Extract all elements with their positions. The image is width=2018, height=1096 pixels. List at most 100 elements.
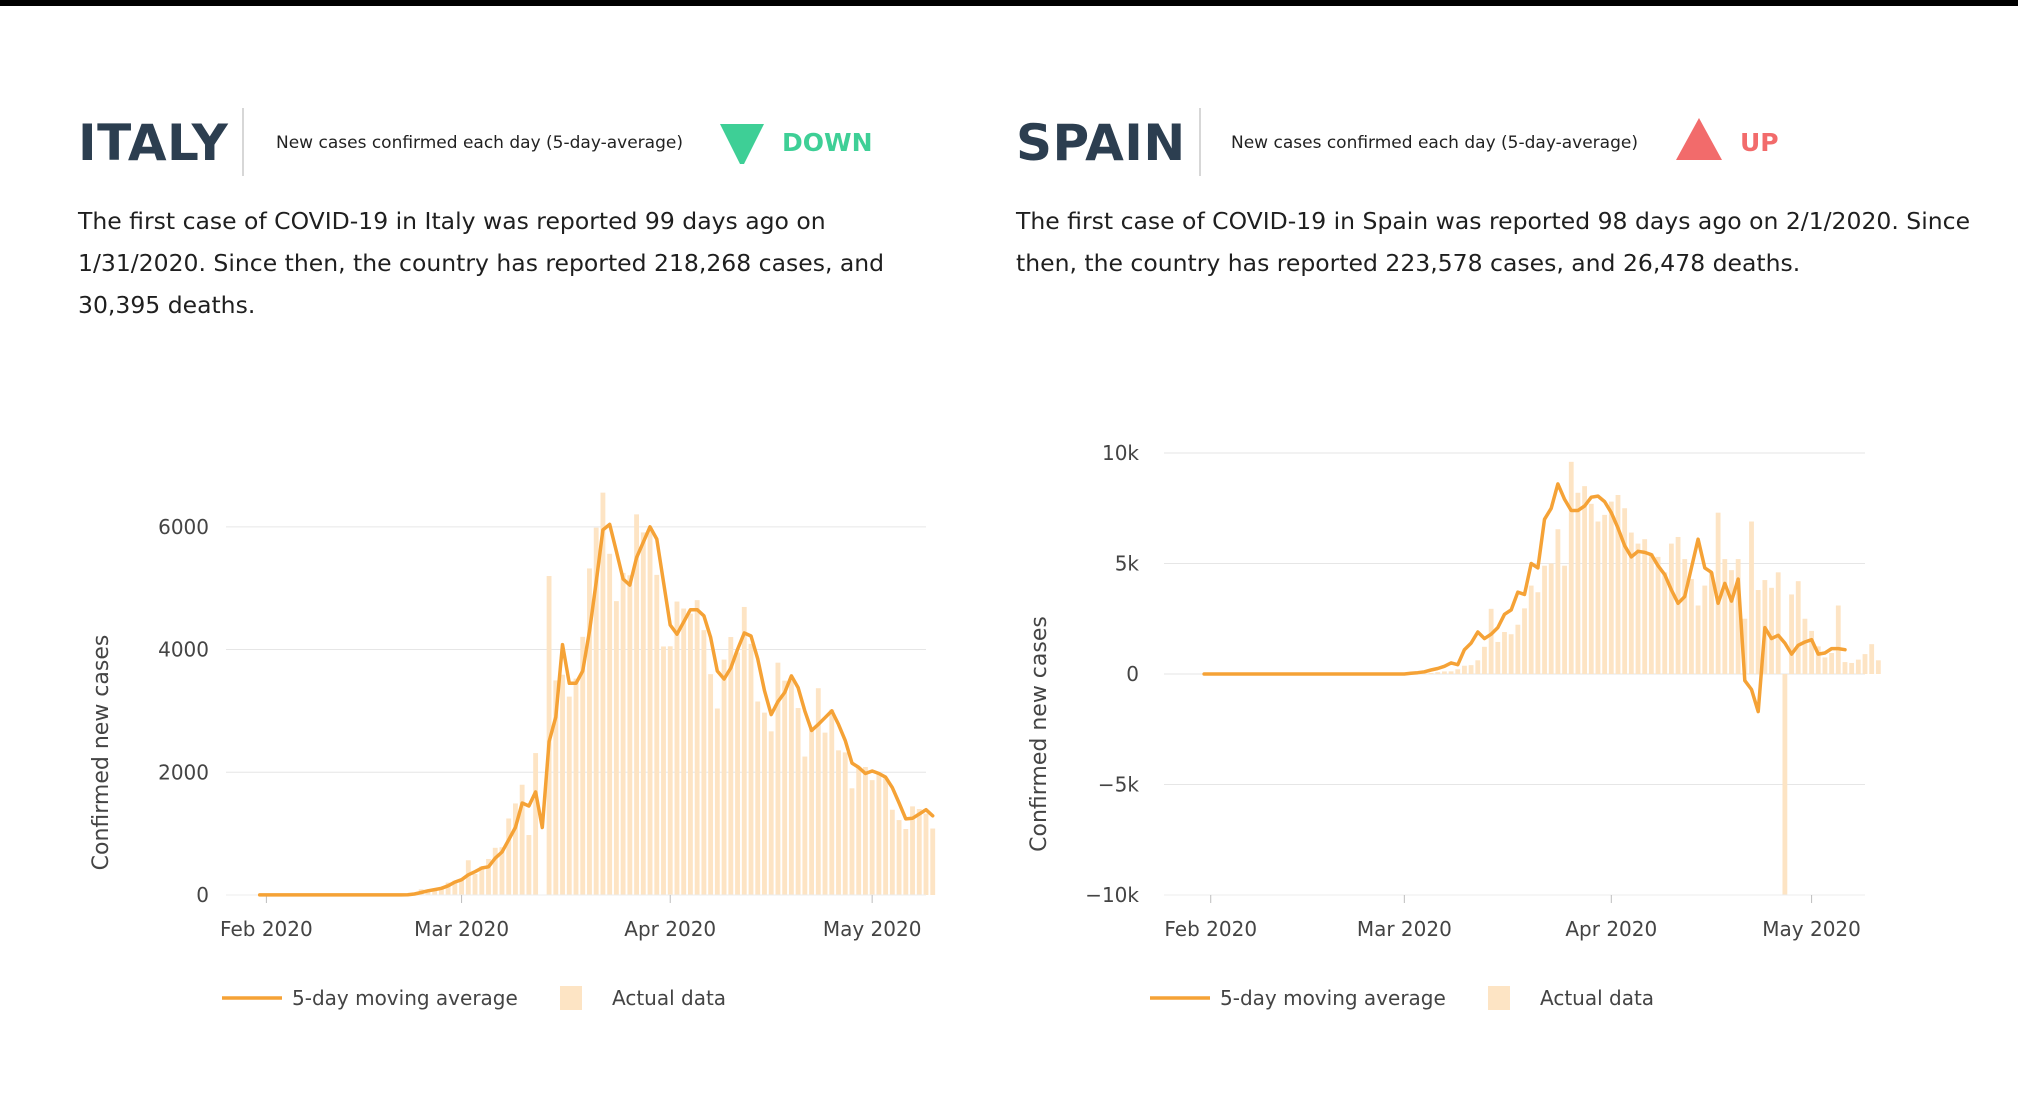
y-tick-label: 0 (196, 883, 209, 907)
bar (701, 630, 707, 895)
bar (1802, 618, 1808, 674)
chart-italy: 0 2000 4000 6000 Feb 2020 Mar 2020 Apr 2020 May… (78, 420, 958, 1020)
bar (1421, 673, 1427, 674)
bar (1642, 539, 1648, 674)
bar (1729, 570, 1734, 674)
y-axis-label: Confirmed new cases (89, 635, 114, 871)
chart-svg: −10k −5k 0 5k 10k Feb 2020 Mar 2020 Apr 2020 May… (1027, 441, 1881, 1010)
bar (674, 601, 680, 895)
bar (1448, 671, 1454, 674)
bar (1782, 674, 1788, 895)
bar (1602, 514, 1608, 674)
bar (1482, 646, 1487, 674)
x-tick-label: Apr 2020 (624, 917, 716, 941)
bar (1869, 644, 1875, 674)
bar (1488, 608, 1494, 674)
bar (795, 708, 801, 895)
bar (681, 608, 687, 895)
y-tick-label: 4000 (158, 638, 209, 662)
legend-label-average: 5-day moving average (1220, 986, 1446, 1010)
bar (708, 674, 714, 895)
x-tick-label: Apr 2020 (1565, 917, 1657, 941)
bar (593, 527, 599, 895)
bar (1709, 572, 1714, 674)
bar (856, 766, 862, 895)
bar (647, 528, 653, 895)
bar (903, 829, 909, 895)
bar (1822, 657, 1828, 674)
x-tick-label: May 2020 (823, 917, 922, 941)
y-tick-label: 2000 (158, 760, 209, 784)
legend-bar-swatch (1488, 986, 1510, 1010)
bar (1742, 618, 1748, 674)
bar (869, 780, 875, 895)
bar (1795, 581, 1801, 674)
summary-text: The first case of COVID-19 in Spain was … (1016, 207, 1971, 277)
bar (889, 809, 895, 895)
bar (526, 835, 532, 895)
legend-label-actual: Actual data (612, 986, 726, 1010)
bar (492, 847, 498, 895)
bar (1689, 578, 1694, 674)
bar (1595, 521, 1601, 674)
header-divider (1199, 108, 1201, 176)
bar (1615, 494, 1621, 674)
bar (459, 880, 464, 895)
bar (1695, 605, 1701, 674)
bar (573, 678, 579, 895)
bar (1755, 590, 1761, 674)
bar (721, 659, 727, 895)
bar (613, 601, 619, 895)
bar (566, 696, 572, 895)
bar (755, 701, 761, 895)
top-bar (0, 0, 2018, 6)
bar (580, 636, 586, 895)
bar (1775, 572, 1781, 674)
bar (748, 643, 754, 895)
bar (1588, 503, 1594, 674)
bar (1548, 563, 1554, 674)
y-axis-label: Confirmed new cases (1027, 616, 1052, 852)
bar (661, 646, 666, 895)
bar (600, 492, 606, 895)
bar (1628, 532, 1634, 674)
bar (735, 652, 740, 895)
bar (1575, 492, 1581, 674)
bar (1829, 653, 1835, 674)
bar (499, 847, 505, 895)
bar (923, 813, 929, 895)
bar (815, 688, 821, 895)
bar (465, 860, 471, 895)
bar (1515, 624, 1521, 674)
bar (782, 680, 788, 895)
bar (762, 712, 767, 895)
bar (1849, 662, 1855, 674)
bar (842, 752, 848, 895)
header-divider (242, 108, 244, 176)
bar (1749, 521, 1754, 674)
bar (775, 662, 781, 895)
bar (1675, 536, 1681, 674)
bar (438, 886, 444, 895)
bar (1682, 559, 1688, 674)
bar (1668, 543, 1674, 674)
bar (916, 809, 922, 895)
bar (1435, 672, 1441, 674)
bar (553, 680, 559, 895)
bar (1441, 671, 1447, 674)
bar (1722, 559, 1728, 674)
bar (1502, 632, 1507, 674)
bar (1855, 659, 1861, 674)
bar (788, 680, 794, 895)
bar (836, 750, 841, 895)
bar (667, 646, 673, 895)
bar (802, 756, 808, 895)
bar (849, 788, 855, 895)
bar (432, 889, 438, 895)
y-tick-label: 0 (1126, 662, 1139, 686)
y-tick-label: 6000 (158, 515, 209, 539)
bar (620, 572, 626, 895)
x-tick-label: May 2020 (1762, 917, 1861, 941)
bar (486, 858, 491, 895)
bar (1789, 594, 1794, 674)
